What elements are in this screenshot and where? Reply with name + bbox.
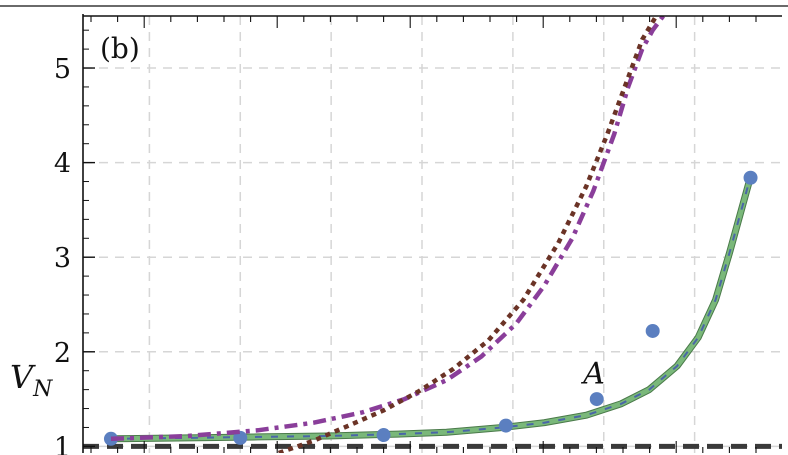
series-blue-dash-overlay [110,176,752,440]
data-point-5 [645,323,660,338]
series-green-line [108,174,753,442]
y-axis-label-sub: N [32,377,53,402]
y-axis-label-main: V [10,358,36,396]
annotation-A: A [580,357,605,392]
ytick-label-2: 2 [54,338,71,369]
panel-label: (b) [100,32,140,65]
y-tick-labels: 1 2 3 4 5 [54,54,71,455]
ytick-label-1: 1 [54,432,71,455]
axes-frame [0,5,788,453]
data-point-0 [103,431,118,446]
ytick-label-5: 5 [54,54,71,85]
series-layer [83,16,782,453]
ytick-label-3: 3 [54,243,71,274]
data-point-4 [589,392,604,407]
grid-lines [83,16,782,453]
series-brown-dotted [277,16,659,453]
data-point-3 [498,418,513,433]
data-point-1 [233,430,248,445]
series-purple-dashdot [110,16,666,442]
ytick-label-4: 4 [54,149,71,180]
data-point-2 [376,428,391,443]
data-point-6 [743,170,758,185]
series-green-outline [107,173,754,443]
tick-marks [83,16,757,453]
y-axis-label: VN [10,358,53,402]
